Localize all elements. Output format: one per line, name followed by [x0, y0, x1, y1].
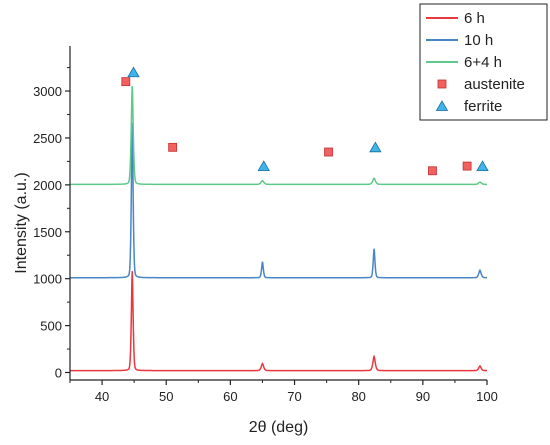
x-tick-label: 100	[476, 389, 498, 404]
y-tick-label: 1000	[33, 272, 62, 287]
austenite-marker	[324, 147, 333, 157]
series-line-6-h	[70, 271, 487, 372]
y-tick-label: 0	[55, 365, 62, 380]
legend-items: 6 h 10 h 6+4 h austenite ferrite	[426, 10, 525, 115]
legend-label: austenite	[464, 76, 525, 93]
x-tick-label: 70	[287, 389, 301, 404]
legend-swatch	[435, 100, 449, 111]
y-tick-label: 2500	[33, 131, 62, 146]
series-layer	[70, 85, 487, 372]
x-tick-label: 90	[416, 389, 430, 404]
x-tick-label: 60	[223, 389, 237, 404]
y-tick-label: 3000	[33, 84, 62, 99]
austenite-marker	[121, 77, 131, 87]
ferrite-marker	[127, 66, 140, 78]
x-tick-label: 40	[95, 389, 109, 404]
legend-label: ferrite	[464, 98, 502, 115]
legend-swatch	[437, 79, 447, 89]
y-axis-label: Intensity (a.u.)	[13, 172, 30, 273]
ferrite-marker	[369, 141, 382, 153]
legend: 6 h 10 h 6+4 h austenite ferrite	[419, 3, 548, 121]
series-line-10-h	[70, 122, 487, 279]
y-tick-label: 1500	[33, 225, 62, 240]
ferrite-marker	[257, 160, 270, 171]
ferrite-marker	[476, 160, 489, 171]
axes	[69, 46, 487, 381]
y-tick-label: 500	[40, 319, 62, 334]
austenite-marker	[168, 142, 178, 152]
marker-layer	[121, 66, 489, 176]
series-line-6-4-h	[70, 85, 487, 186]
austenite-marker	[462, 161, 472, 171]
x-tick-label: 50	[159, 389, 173, 404]
austenite-marker	[428, 166, 437, 176]
legend-label: 6+4 h	[464, 54, 502, 71]
legend-label: 10 h	[464, 32, 493, 49]
y-tick-label: 2000	[33, 178, 62, 193]
x-axis-label: 2θ (deg)	[249, 419, 309, 436]
x-tick-label: 80	[351, 389, 365, 404]
legend-label: 6 h	[464, 10, 485, 27]
